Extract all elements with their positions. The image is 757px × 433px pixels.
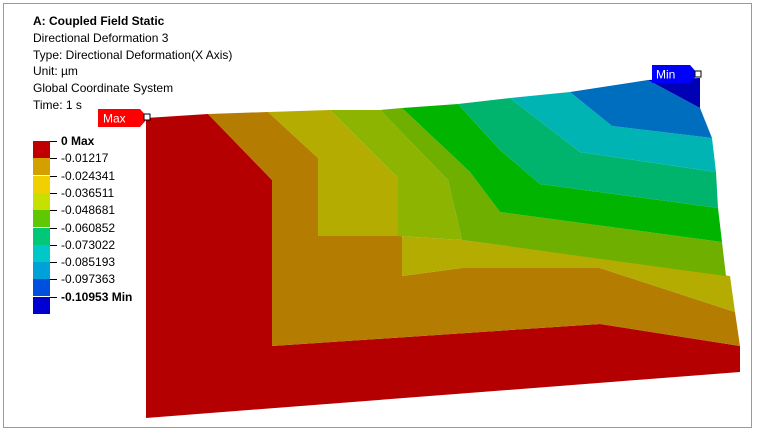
band-1 (208, 112, 740, 346)
legend-label: -0.060852 (61, 220, 116, 235)
band-8 (570, 80, 712, 138)
legend-tick (50, 175, 57, 177)
legend-swatch (33, 175, 50, 193)
legend-tick (50, 279, 57, 281)
legend-label: -0.085193 (61, 255, 116, 270)
min-probe-label: Min (656, 68, 675, 82)
min-probe-tag (652, 65, 698, 83)
legend-tick (50, 244, 57, 246)
legend-swatch (33, 210, 50, 228)
legend-tick (50, 192, 57, 194)
legend-swatch (33, 158, 50, 176)
band-3 (330, 110, 462, 240)
contour-bands (146, 78, 740, 418)
legend-swatch (33, 279, 50, 297)
max-probe-marker (143, 113, 151, 121)
legend-tick (50, 296, 57, 298)
band-0 (146, 114, 740, 418)
legend-label: -0.10953 Min (61, 289, 133, 304)
band-6 (458, 98, 718, 208)
min-probe-marker (694, 70, 702, 78)
legend-tick (50, 262, 57, 264)
band-2 (268, 110, 735, 312)
legend-label: -0.024341 (61, 168, 116, 183)
coordinate-system: Global Coordinate System (33, 81, 174, 96)
legend-label: -0.073022 (61, 237, 116, 252)
legend-swatch (33, 141, 50, 158)
result-name: Directional Deformation 3 (33, 30, 169, 45)
legend-swatch (33, 262, 50, 280)
legend-swatch (33, 296, 50, 314)
result-info-header: A: Coupled Field Static Directional Defo… (33, 13, 232, 114)
band-5 (402, 104, 722, 242)
band-4 (380, 108, 726, 276)
legend-label: 0 Max (61, 134, 95, 148)
legend-swatch (33, 244, 50, 262)
color-legend[interactable]: 0 Max -0.01217 -0.024341 -0.036511 -0.048681… (33, 135, 173, 316)
legend-tick (50, 141, 57, 142)
max-probe[interactable]: Max (98, 109, 151, 127)
min-probe[interactable]: Min (652, 65, 702, 83)
legend-tick (50, 210, 57, 212)
result-type: Type: Directional Deformation(X Axis) (33, 47, 233, 62)
legend-label: -0.097363 (61, 272, 116, 287)
analysis-title: A: Coupled Field Static (33, 14, 165, 28)
max-probe-label: Max (103, 112, 126, 126)
legend-label: -0.048681 (61, 203, 116, 218)
legend-swatch (33, 227, 50, 245)
band-9 (648, 78, 700, 108)
max-probe-tag (98, 109, 148, 127)
legend-tick (50, 227, 57, 229)
legend-label: -0.01217 (61, 151, 109, 166)
legend-label: -0.036511 (61, 185, 115, 200)
legend-tick (50, 158, 57, 160)
result-time: Time: 1 s (33, 97, 82, 112)
legend-swatch (33, 192, 50, 210)
band-7 (510, 92, 716, 172)
result-unit: Unit: µm (33, 64, 78, 79)
